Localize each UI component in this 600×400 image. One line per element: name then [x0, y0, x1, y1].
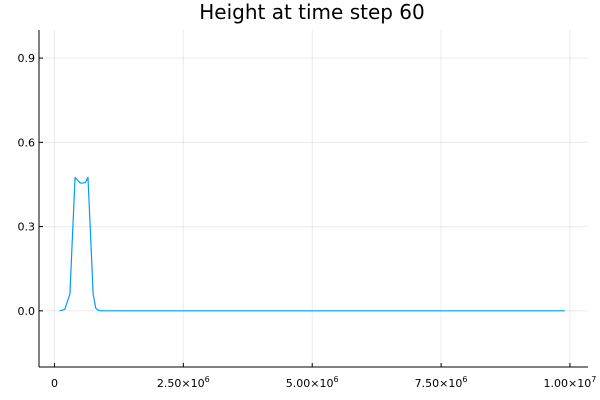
y-tick-label: 0.0	[18, 305, 36, 318]
x-tick-label: 5.00×106	[286, 375, 339, 390]
x-tick-label: 1.00×107	[544, 375, 597, 390]
x-tick-exponent: 6	[205, 375, 210, 384]
chart-title: Height at time step 60	[199, 0, 425, 24]
y-tick-label: 0.9	[18, 52, 36, 65]
tick-group: 0.0 0.3 0.6 0.9 0 2.50×106 5.00×106 7.50×106 1.0…	[18, 52, 597, 390]
y-tick-label: 0.6	[18, 136, 36, 149]
x-tick-exponent: 6	[462, 375, 467, 384]
x-tick-label: 0	[51, 377, 58, 390]
x-tick-label: 7.50×106	[415, 375, 468, 390]
x-tick-exponent: 6	[334, 375, 339, 384]
y-tick-label: 0.3	[18, 221, 36, 234]
grid-lines	[39, 30, 588, 367]
x-tick-exponent: 7	[591, 375, 596, 384]
x-tick-label: 2.50×106	[157, 375, 210, 390]
series-group	[59, 176, 565, 312]
series-line	[59, 176, 565, 312]
